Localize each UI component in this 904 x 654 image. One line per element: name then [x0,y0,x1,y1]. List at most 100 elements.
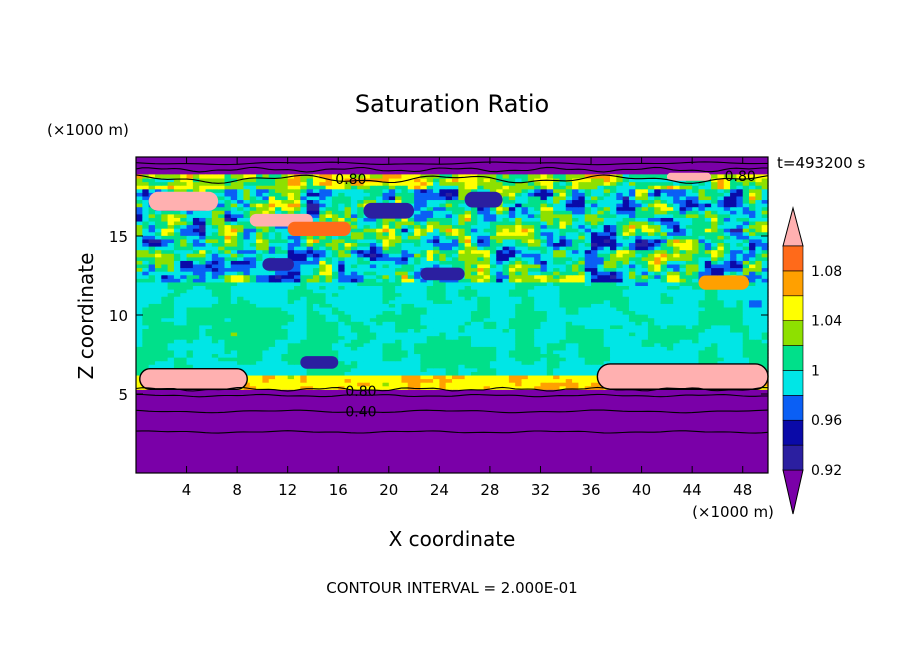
field-cell [401,382,409,387]
field-cell [742,357,750,362]
field-cell [477,263,485,269]
field-cell [325,331,333,337]
field-cell [344,246,352,251]
field-cell [344,385,352,390]
field-cell [540,246,548,251]
field-cell [167,271,175,276]
field-cell [622,317,630,322]
field-cell [319,217,327,222]
field-cell [540,267,548,272]
field-cell [572,360,579,365]
field-cell [458,310,466,315]
field-cell [357,288,365,294]
field-cell [641,228,649,233]
field-cell [521,256,529,261]
field-cell [483,238,491,244]
field-cell [603,299,611,304]
field-cell [515,317,523,322]
field-cell [407,321,415,326]
field-cell [578,246,586,251]
field-cell [673,210,681,215]
field-cell [357,310,365,315]
field-cell [369,263,377,269]
field-cell [452,371,459,376]
field-cell [647,339,655,344]
field-cell [749,246,756,251]
field-cell [692,317,700,322]
field-cell [452,278,459,283]
field-cell [439,278,447,283]
field-cell [742,296,750,301]
field-cell [173,331,181,337]
field-cell [395,353,403,358]
field-cell [591,353,598,358]
field-cell [249,256,257,261]
field-cell [142,231,150,236]
field-cell [420,228,428,233]
field-cell [224,321,232,326]
field-cell [540,321,548,326]
field-cell [711,246,719,251]
field-cell [477,371,485,376]
field-cell [679,220,687,226]
field-cell [445,339,453,344]
field-cell [730,253,737,258]
field-cell [698,271,706,276]
field-cell [698,263,706,269]
field-cell [698,339,706,344]
field-cell [382,328,390,333]
field-cell [641,231,649,236]
field-cell [761,296,769,301]
field-cell [439,242,447,247]
field-cell [654,274,662,279]
field-cell [553,335,561,340]
field-cell [256,306,263,312]
field-cell [521,324,529,329]
field-cell [142,314,150,319]
field-cell [319,263,327,269]
field-cell [622,335,630,340]
field-cell [275,210,282,215]
field-cell [186,328,194,333]
field-cell [363,249,371,254]
field-cell [281,331,289,337]
field-cell [515,249,523,254]
field-cell [610,317,617,322]
field-cell [142,238,150,244]
field-cell [666,256,674,261]
field-cell [161,253,169,258]
field-cell [439,256,447,261]
field-cell [508,364,516,369]
field-cell [395,228,403,233]
field-cell [376,321,384,326]
field-cell [363,228,371,233]
field-cell [452,296,459,301]
field-cell [312,342,320,347]
field-cell [224,328,232,333]
field-cell [761,278,769,283]
field-cell [218,299,226,304]
field-cell [136,324,143,329]
field-cell [742,339,750,344]
field-cell [173,335,181,340]
field-cell [603,263,611,269]
field-cell [477,324,485,329]
field-cell [698,220,706,226]
field-cell [761,331,769,337]
field-cell [325,335,333,340]
field-cell [572,374,579,380]
field-cell [167,335,175,340]
field-cell [445,235,453,240]
field-cell [578,267,586,272]
field-cell [192,217,200,222]
field-cell [584,328,592,333]
field-cell [584,335,592,340]
field-cell [489,256,497,261]
field-cell [306,321,314,326]
field-cell [622,253,630,258]
field-cell [622,321,630,326]
field-cell [350,324,358,329]
field-cell [641,303,649,308]
field-cell [148,317,156,322]
field-cell [717,357,725,362]
